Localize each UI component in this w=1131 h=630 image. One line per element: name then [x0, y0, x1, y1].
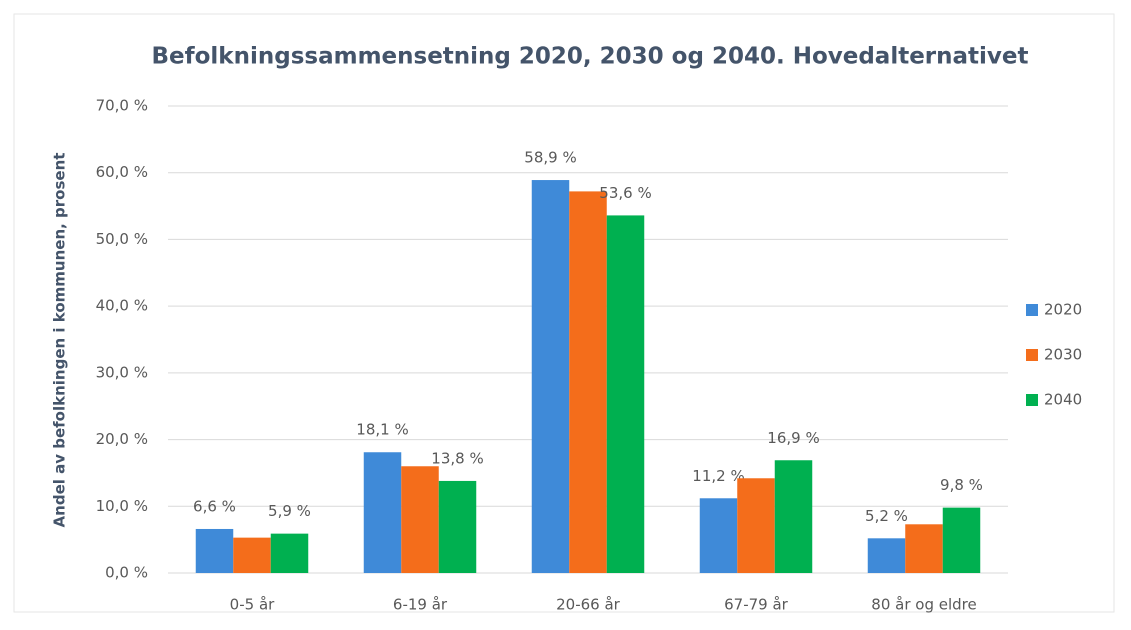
bar [531, 180, 570, 573]
y-tick-label: 30,0 % [96, 363, 148, 381]
x-tick-label: 6-19 år [393, 596, 448, 614]
bar [233, 537, 271, 573]
bar [867, 538, 906, 573]
data-label: 58,9 % [524, 149, 576, 167]
legend-swatch [1026, 394, 1038, 406]
bar [699, 498, 738, 573]
bar [569, 191, 607, 573]
legend-label: 2040 [1044, 391, 1082, 409]
data-label: 53,6 % [599, 184, 651, 202]
data-label: 6,6 % [193, 497, 236, 515]
y-axis-title: Andel av befolkningen i kommunen, prosen… [51, 153, 69, 528]
bar [737, 478, 775, 573]
legend-label: 2030 [1044, 346, 1082, 364]
bar [401, 466, 439, 573]
legend-swatch [1026, 304, 1038, 316]
bar [942, 507, 981, 573]
data-label: 16,9 % [767, 429, 819, 447]
data-label: 5,2 % [865, 507, 908, 525]
y-tick-label: 20,0 % [96, 430, 148, 448]
x-tick-label: 20-66 år [556, 596, 621, 614]
bar [606, 215, 645, 573]
y-tick-label: 70,0 % [96, 97, 148, 115]
bar [363, 452, 402, 573]
bar [774, 460, 813, 573]
bar [270, 533, 309, 573]
chart-title: Befolkningssammensetning 2020, 2030 og 2… [151, 44, 1028, 70]
y-tick-label: 10,0 % [96, 497, 148, 515]
y-tick-label: 40,0 % [96, 297, 148, 315]
data-label: 9,8 % [940, 476, 983, 494]
y-tick-label: 50,0 % [96, 230, 148, 248]
x-tick-label: 67-79 år [724, 596, 789, 614]
data-label: 13,8 % [431, 449, 483, 467]
x-tick-label: 0-5 år [230, 596, 275, 614]
y-tick-label: 0,0 % [105, 564, 148, 582]
bar [195, 528, 234, 573]
legend-swatch [1026, 349, 1038, 361]
data-label: 11,2 % [692, 467, 744, 485]
data-label: 18,1 % [356, 421, 408, 439]
x-tick-label: 80 år og eldre [871, 596, 976, 614]
bar [438, 480, 477, 573]
data-label: 5,9 % [268, 502, 311, 520]
bar [905, 524, 943, 573]
y-tick-label: 60,0 % [96, 163, 148, 181]
legend-label: 2020 [1044, 301, 1082, 319]
